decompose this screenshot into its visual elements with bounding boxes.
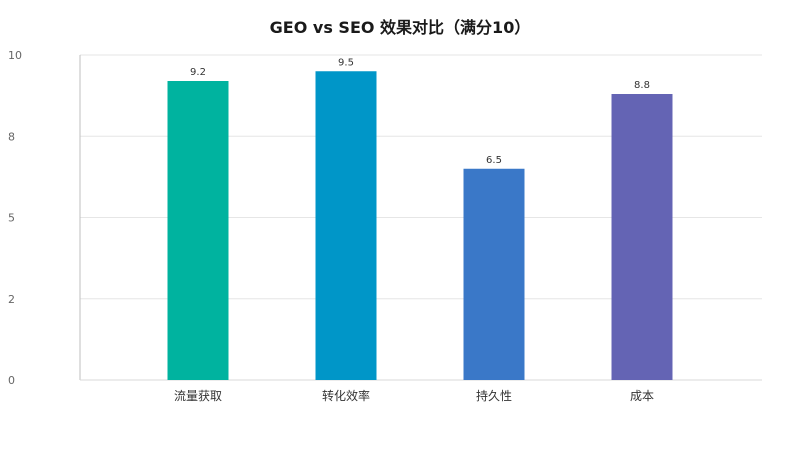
data-label: 9.5 [338,57,354,68]
bar-2 [315,71,377,380]
data-label: 6.5 [486,155,502,166]
y-tick-label: 8 [8,130,15,143]
y-tick-label: 0 [8,374,15,387]
bar-1 [167,81,229,380]
chart-title: GEO vs SEO 效果对比（满分10） [269,18,531,37]
data-label: 8.8 [634,80,650,91]
x-tick-label: 转化效率 [322,388,370,403]
bar-4 [611,94,673,380]
bar-3 [463,168,525,380]
x-tick-label: 成本 [630,389,654,403]
x-tick-label: 持久性 [476,388,512,403]
data-label: 9.2 [190,67,206,78]
y-tick-label: 5 [8,212,15,225]
y-tick-label: 2 [8,293,15,306]
y-tick-label: 10 [8,49,22,62]
x-tick-label: 流量获取 [174,389,222,403]
